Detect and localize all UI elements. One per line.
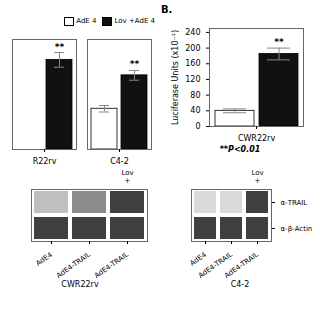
svg-text:**: ** bbox=[130, 59, 140, 69]
svg-text:C4-2: C4-2 bbox=[110, 157, 129, 166]
svg-text:80: 80 bbox=[190, 91, 200, 100]
svg-text:Luciferase Units (x10⁻¹): Luciferase Units (x10⁻¹) bbox=[171, 30, 180, 125]
svg-text:Lov+: Lov+ bbox=[121, 169, 133, 185]
svg-text:AdE4-TRAIL: AdE4-TRAIL bbox=[223, 251, 260, 280]
svg-text:CWR22rv: CWR22rv bbox=[238, 134, 276, 143]
html-text:**P<0.01: **P<0.01 bbox=[219, 145, 261, 154]
svg-text:AdE4: AdE4 bbox=[189, 250, 209, 267]
svg-text:α-TRAIL: α-TRAIL bbox=[281, 199, 308, 207]
svg-text:AdE4-TRAIL: AdE4-TRAIL bbox=[197, 250, 234, 280]
svg-text:α-β-Actin: α-β-Actin bbox=[281, 225, 313, 233]
svg-text:R22rv: R22rv bbox=[33, 157, 57, 166]
html-text:CWR22rv: CWR22rv bbox=[61, 280, 99, 289]
html-text:C4-2: C4-2 bbox=[230, 280, 250, 289]
svg-text:AdE4: AdE4 bbox=[35, 250, 55, 267]
svg-text:**: ** bbox=[274, 37, 284, 47]
svg-text:240: 240 bbox=[185, 28, 200, 37]
svg-text:200: 200 bbox=[185, 44, 200, 53]
html-text:Lov +AdE 4: Lov +AdE 4 bbox=[114, 17, 155, 25]
html-text:AdE 4: AdE 4 bbox=[76, 17, 97, 25]
svg-text:0: 0 bbox=[195, 122, 200, 131]
svg-text:**: ** bbox=[55, 42, 65, 52]
svg-text:120: 120 bbox=[185, 75, 200, 84]
html-text:B.: B. bbox=[161, 4, 173, 15]
svg-text:Lov+: Lov+ bbox=[251, 169, 263, 185]
svg-text:40: 40 bbox=[190, 106, 200, 115]
svg-text:AdE4-TRAIL: AdE4-TRAIL bbox=[55, 251, 92, 280]
svg-text:AdE4-TRAIL: AdE4-TRAIL bbox=[93, 251, 130, 280]
svg-text:160: 160 bbox=[185, 59, 200, 68]
